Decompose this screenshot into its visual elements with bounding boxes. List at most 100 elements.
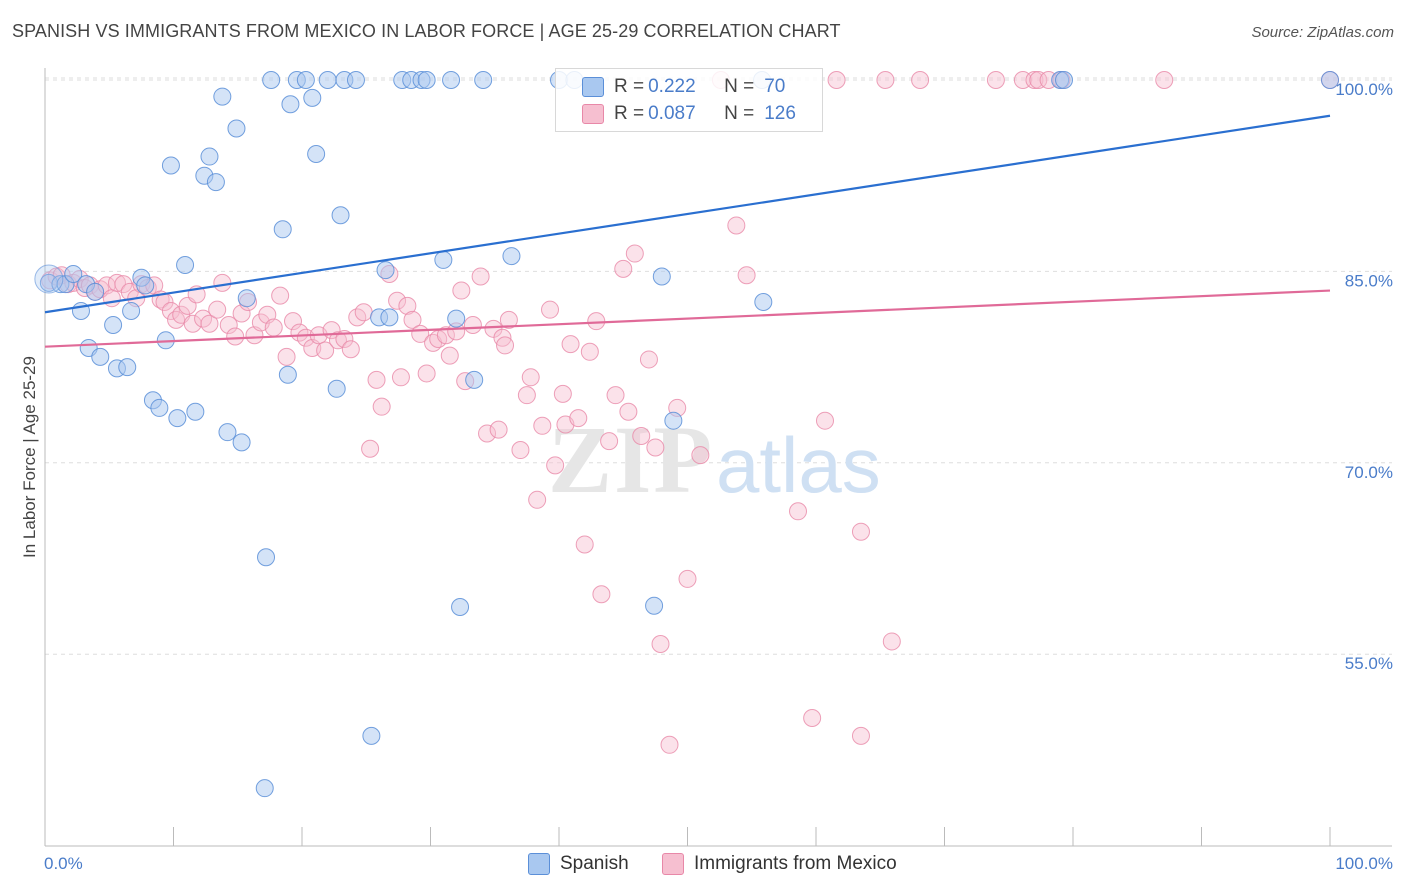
- mexico-points: [41, 71, 1339, 754]
- bottom-legend-swatch-mexico: [662, 853, 684, 875]
- spanish-point: [296, 71, 315, 89]
- mexico-point: [986, 71, 1005, 89]
- bottom-legend-mexico[interactable]: Immigrants from Mexico: [662, 853, 897, 875]
- mexico-point: [639, 350, 658, 369]
- spanish-point: [502, 247, 521, 266]
- legend-n-value-mexico: 126: [764, 103, 796, 124]
- mexico-trend-line: [44, 289, 1331, 348]
- mexico-point: [471, 267, 490, 286]
- legend-n-value-spanish: 70: [764, 76, 786, 97]
- spanish-point: [122, 301, 141, 320]
- legend-swatch-mexico: [582, 104, 604, 124]
- mexico-point: [219, 315, 238, 334]
- mexico-point: [646, 438, 665, 457]
- watermark-zip: ZIP: [548, 406, 714, 513]
- source-credit: Source: ZipAtlas.com: [1251, 24, 1394, 41]
- spanish-point: [346, 71, 365, 89]
- spanish-point: [1321, 71, 1339, 89]
- mexico-point: [651, 634, 670, 653]
- spanish-point: [176, 256, 195, 275]
- mexico-point: [575, 535, 594, 554]
- mexico-point: [284, 312, 303, 331]
- chart-title: SPANISH VS IMMIGRANTS FROM MEXICO IN LAB…: [12, 21, 841, 41]
- mexico-point: [517, 386, 536, 405]
- spanish-point: [417, 71, 436, 89]
- mexico-point: [367, 370, 386, 389]
- mexico-point: [606, 386, 625, 405]
- mexico-point: [102, 289, 121, 308]
- mexico-point: [521, 368, 540, 387]
- mexico-point: [600, 432, 619, 451]
- mexico-point: [737, 266, 756, 285]
- mexico-point: [200, 314, 219, 333]
- spanish-point: [652, 267, 671, 286]
- mexico-point: [546, 456, 565, 475]
- legend-n-label: N =: [724, 103, 755, 124]
- mexico-point: [691, 446, 710, 465]
- mexico-point: [619, 402, 638, 421]
- mexico-point: [167, 310, 186, 329]
- spanish-trend-line: [44, 114, 1331, 314]
- mexico-point: [528, 490, 547, 509]
- mexico-point: [264, 318, 283, 337]
- legend-row-mexico: R = 0.087 N = 126: [582, 103, 796, 125]
- spanish-point: [227, 119, 246, 138]
- spanish-point: [318, 71, 337, 89]
- spanish-point: [34, 264, 64, 294]
- mexico-point: [851, 726, 870, 745]
- mexico-point: [1155, 71, 1174, 89]
- spanish-point: [1055, 71, 1074, 89]
- spanish-point: [447, 309, 466, 328]
- spanish-point: [434, 250, 453, 269]
- spanish-point: [273, 220, 292, 239]
- spanish-point: [255, 779, 274, 798]
- bottom-legend-label-spanish: Spanish: [560, 853, 629, 874]
- mexico-point: [361, 439, 380, 458]
- spanish-point: [64, 264, 83, 283]
- spanish-point: [91, 347, 110, 366]
- y-tick-label: 85.0%: [1345, 271, 1393, 290]
- mexico-point: [398, 296, 417, 315]
- spanish-point: [664, 411, 683, 430]
- mexico-point: [1025, 71, 1044, 89]
- spanish-point: [442, 71, 461, 89]
- mexico-point: [417, 364, 436, 383]
- spanish-point: [327, 379, 346, 398]
- spanish-point: [118, 358, 137, 377]
- stats-legend: R = 0.222 N = 70 R = 0.087 N = 126: [555, 68, 823, 132]
- mexico-point: [463, 315, 482, 334]
- mexico-point: [496, 336, 515, 355]
- bottom-legend-spanish[interactable]: Spanish: [528, 853, 629, 875]
- spanish-point: [754, 293, 773, 312]
- mexico-point: [452, 281, 471, 300]
- spanish-point: [232, 433, 251, 452]
- bottom-legend-swatch-spanish: [528, 853, 550, 875]
- mexico-point: [161, 301, 180, 320]
- trend-lines: [44, 114, 1331, 348]
- x-tick-label: 100.0%: [1335, 854, 1393, 873]
- mexico-point: [815, 411, 834, 430]
- mexico-point: [213, 273, 232, 292]
- mexico-point: [561, 335, 580, 354]
- mexico-point: [541, 300, 560, 319]
- spanish-point: [380, 308, 399, 327]
- y-tick-label: 55.0%: [1345, 654, 1393, 673]
- spanish-point: [451, 597, 470, 616]
- mexico-point: [391, 368, 410, 387]
- mexico-point: [587, 312, 606, 331]
- legend-r-value-spanish: 0.222: [648, 76, 696, 97]
- mexico-point: [511, 441, 530, 460]
- tick-labels: 55.0% 70.0% 85.0% 100.0% 0.0% 100.0%: [44, 80, 1393, 873]
- mexico-point: [436, 326, 455, 345]
- y-tick-label: 100.0%: [1335, 80, 1393, 99]
- spanish-point: [465, 370, 484, 389]
- legend-swatch-spanish: [582, 77, 604, 97]
- mexico-point: [827, 71, 846, 89]
- mexico-point: [789, 502, 808, 521]
- spanish-point: [281, 95, 300, 114]
- bottom-legend-label-mexico: Immigrants from Mexico: [694, 853, 897, 874]
- legend-r-label: R =: [614, 103, 645, 124]
- mexico-point: [592, 585, 611, 604]
- spanish-point: [645, 596, 664, 615]
